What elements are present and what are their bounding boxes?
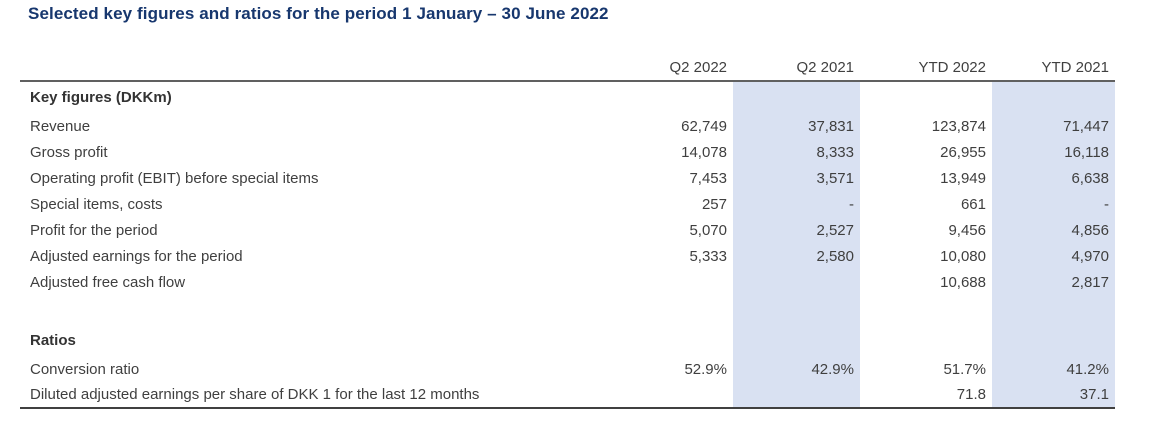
row-label: Ratios (30, 331, 76, 349)
cell-value (860, 324, 992, 356)
page-title: Selected key figures and ratios for the … (28, 4, 609, 23)
row-label: Special items, costs (30, 195, 163, 213)
cell-value: 37.1 (992, 382, 1115, 409)
cell-value: 4,970 (992, 243, 1115, 269)
table-row: Diluted adjusted earnings per share of D… (20, 382, 1115, 409)
cell-value: 257 (701, 195, 727, 213)
cell-value (733, 324, 860, 356)
cell-value: 71,447 (992, 113, 1115, 139)
cell-value (604, 324, 733, 356)
cell-value (992, 295, 1115, 324)
cell-value: 2,817 (992, 269, 1115, 295)
cell-value: 3,571 (733, 165, 860, 191)
cell-value (992, 81, 1115, 113)
cell-value: 41.2% (992, 356, 1115, 382)
cell-value: 6,638 (992, 165, 1115, 191)
cell-value: 9,456 (948, 221, 986, 239)
cell-value: - (992, 191, 1115, 217)
cell-value: 10,080 (940, 247, 986, 265)
key-figures-table: Q2 2022 Q2 2021 YTD 2022 YTD 2021 Key fi… (20, 57, 1115, 409)
cell-value: 51.7% (943, 360, 986, 378)
cell-value (604, 81, 733, 113)
section-header-row: Ratios (20, 324, 1115, 356)
cell-value: 10,688 (940, 273, 986, 291)
cell-value: 5,333 (689, 247, 727, 265)
column-header-blank (20, 57, 604, 82)
column-header-ytd-2021: YTD 2021 (992, 57, 1115, 82)
cell-value: 26,955 (940, 143, 986, 161)
cell-value: 2,527 (733, 217, 860, 243)
cell-value (733, 81, 860, 113)
cell-value (860, 295, 992, 324)
table-header-row: Q2 2022 Q2 2021 YTD 2022 YTD 2021 (20, 57, 1115, 82)
table-row: Gross profit 14,078 8,333 26,955 16,118 (20, 139, 1115, 165)
table-row: Conversion ratio 52.9% 42.9% 51.7% 41.2% (20, 356, 1115, 382)
cell-value: 71.8 (860, 382, 992, 409)
cell-value: 42.9% (733, 356, 860, 382)
cell-value (733, 295, 860, 324)
row-label (20, 295, 604, 324)
cell-value: 4,856 (992, 217, 1115, 243)
cell-value: 661 (960, 195, 986, 213)
spacer-row (20, 295, 1115, 324)
row-label: Adjusted free cash flow (30, 273, 186, 291)
row-label: Diluted adjusted earnings per share of D… (20, 382, 604, 409)
table-row: Profit for the period 5,070 2,527 9,456 4,85… (20, 217, 1115, 243)
cell-value: 13,949 (940, 169, 986, 187)
cell-value: 123,874 (931, 117, 986, 135)
column-header-q2-2022: Q2 2022 (604, 57, 733, 82)
cell-value: 14,078 (681, 143, 727, 161)
row-label: Profit for the period (30, 221, 158, 239)
cell-value (604, 295, 733, 324)
table-row: Revenue 62,749 37,831 123,874 71,447 (20, 113, 1115, 139)
table-row: Special items, costs 257-661- (20, 191, 1115, 217)
column-header-ytd-2022: YTD 2022 (860, 57, 992, 82)
cell-value: 5,070 (689, 221, 727, 239)
cell-value: 52.9% (684, 360, 727, 378)
cell-value (860, 81, 992, 113)
row-label: Operating profit (EBIT) before special i… (30, 169, 319, 187)
row-label: Revenue (30, 117, 91, 135)
row-label: Adjusted earnings for the period (30, 247, 243, 265)
cell-value (992, 324, 1115, 356)
cell-value: 16,118 (992, 139, 1115, 165)
cell-value: 8,333 (733, 139, 860, 165)
cell-value: - (733, 191, 860, 217)
table-body: Key figures (DKKm) Revenue 62,749 37,831 123… (20, 81, 1115, 409)
cell-value: 2,580 (733, 243, 860, 269)
row-label: Gross profit (30, 143, 108, 161)
table-row: Operating profit (EBIT) before special i… (20, 165, 1115, 191)
cell-value: 62,749 (681, 117, 727, 135)
row-label: Conversion ratio (30, 360, 140, 378)
table-header: Q2 2022 Q2 2021 YTD 2022 YTD 2021 (20, 57, 1115, 82)
table-row: Adjusted earnings for the period 5,333 2,5… (20, 243, 1115, 269)
cell-value: 37,831 (733, 113, 860, 139)
cell-value: 7,453 (689, 169, 727, 187)
cell-value (604, 382, 733, 409)
cell-value (604, 269, 733, 295)
cell-value (733, 269, 860, 295)
table-row: Adjusted free cash flow 10,688 2,817 (20, 269, 1115, 295)
cell-value (733, 382, 860, 409)
column-header-q2-2021: Q2 2021 (733, 57, 860, 82)
row-label: Key figures (DKKm) (30, 89, 172, 106)
section-header-row: Key figures (DKKm) (20, 81, 1115, 113)
